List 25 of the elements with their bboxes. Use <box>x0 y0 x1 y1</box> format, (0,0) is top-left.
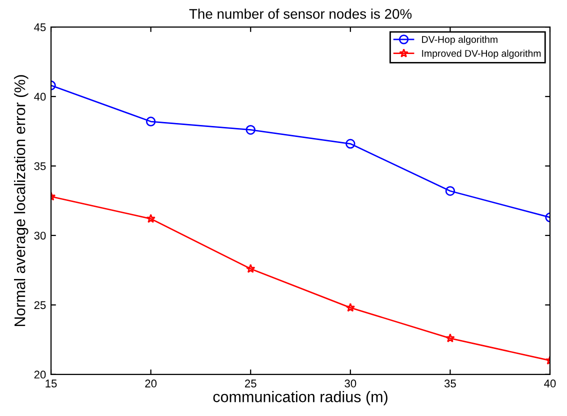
x-tick-label: 15 <box>46 380 57 388</box>
point <box>445 186 456 196</box>
point <box>246 264 256 273</box>
y-tick-label: 20 <box>34 370 46 379</box>
legend-label: Improved DV-Hop algorithm <box>422 50 541 59</box>
y-tick-label: 30 <box>34 232 46 240</box>
x-tick-label: 35 <box>444 380 456 388</box>
x-tick-label: 25 <box>244 380 256 388</box>
point <box>146 116 156 126</box>
x-axis-title: communication radius (m) <box>213 391 388 406</box>
point <box>346 138 356 149</box>
point <box>246 124 256 135</box>
y-tick-label: 25 <box>34 301 46 310</box>
x-tick-label: 20 <box>145 380 157 388</box>
x-tick-label: 30 <box>344 380 356 388</box>
y-tick-label: 40 <box>34 92 46 101</box>
legend-label: DV-Hop algorithm <box>422 36 498 45</box>
y-tick-label: 35 <box>34 162 46 170</box>
x-tick-label: 40 <box>544 380 556 388</box>
point <box>446 333 455 342</box>
y-axis-title: Normal average localization error (%) <box>14 75 28 326</box>
y-tick-label: 45 <box>34 23 46 32</box>
chart-title: The number of sensor nodes is 20% <box>189 8 412 19</box>
point <box>146 214 156 223</box>
point <box>346 302 356 312</box>
